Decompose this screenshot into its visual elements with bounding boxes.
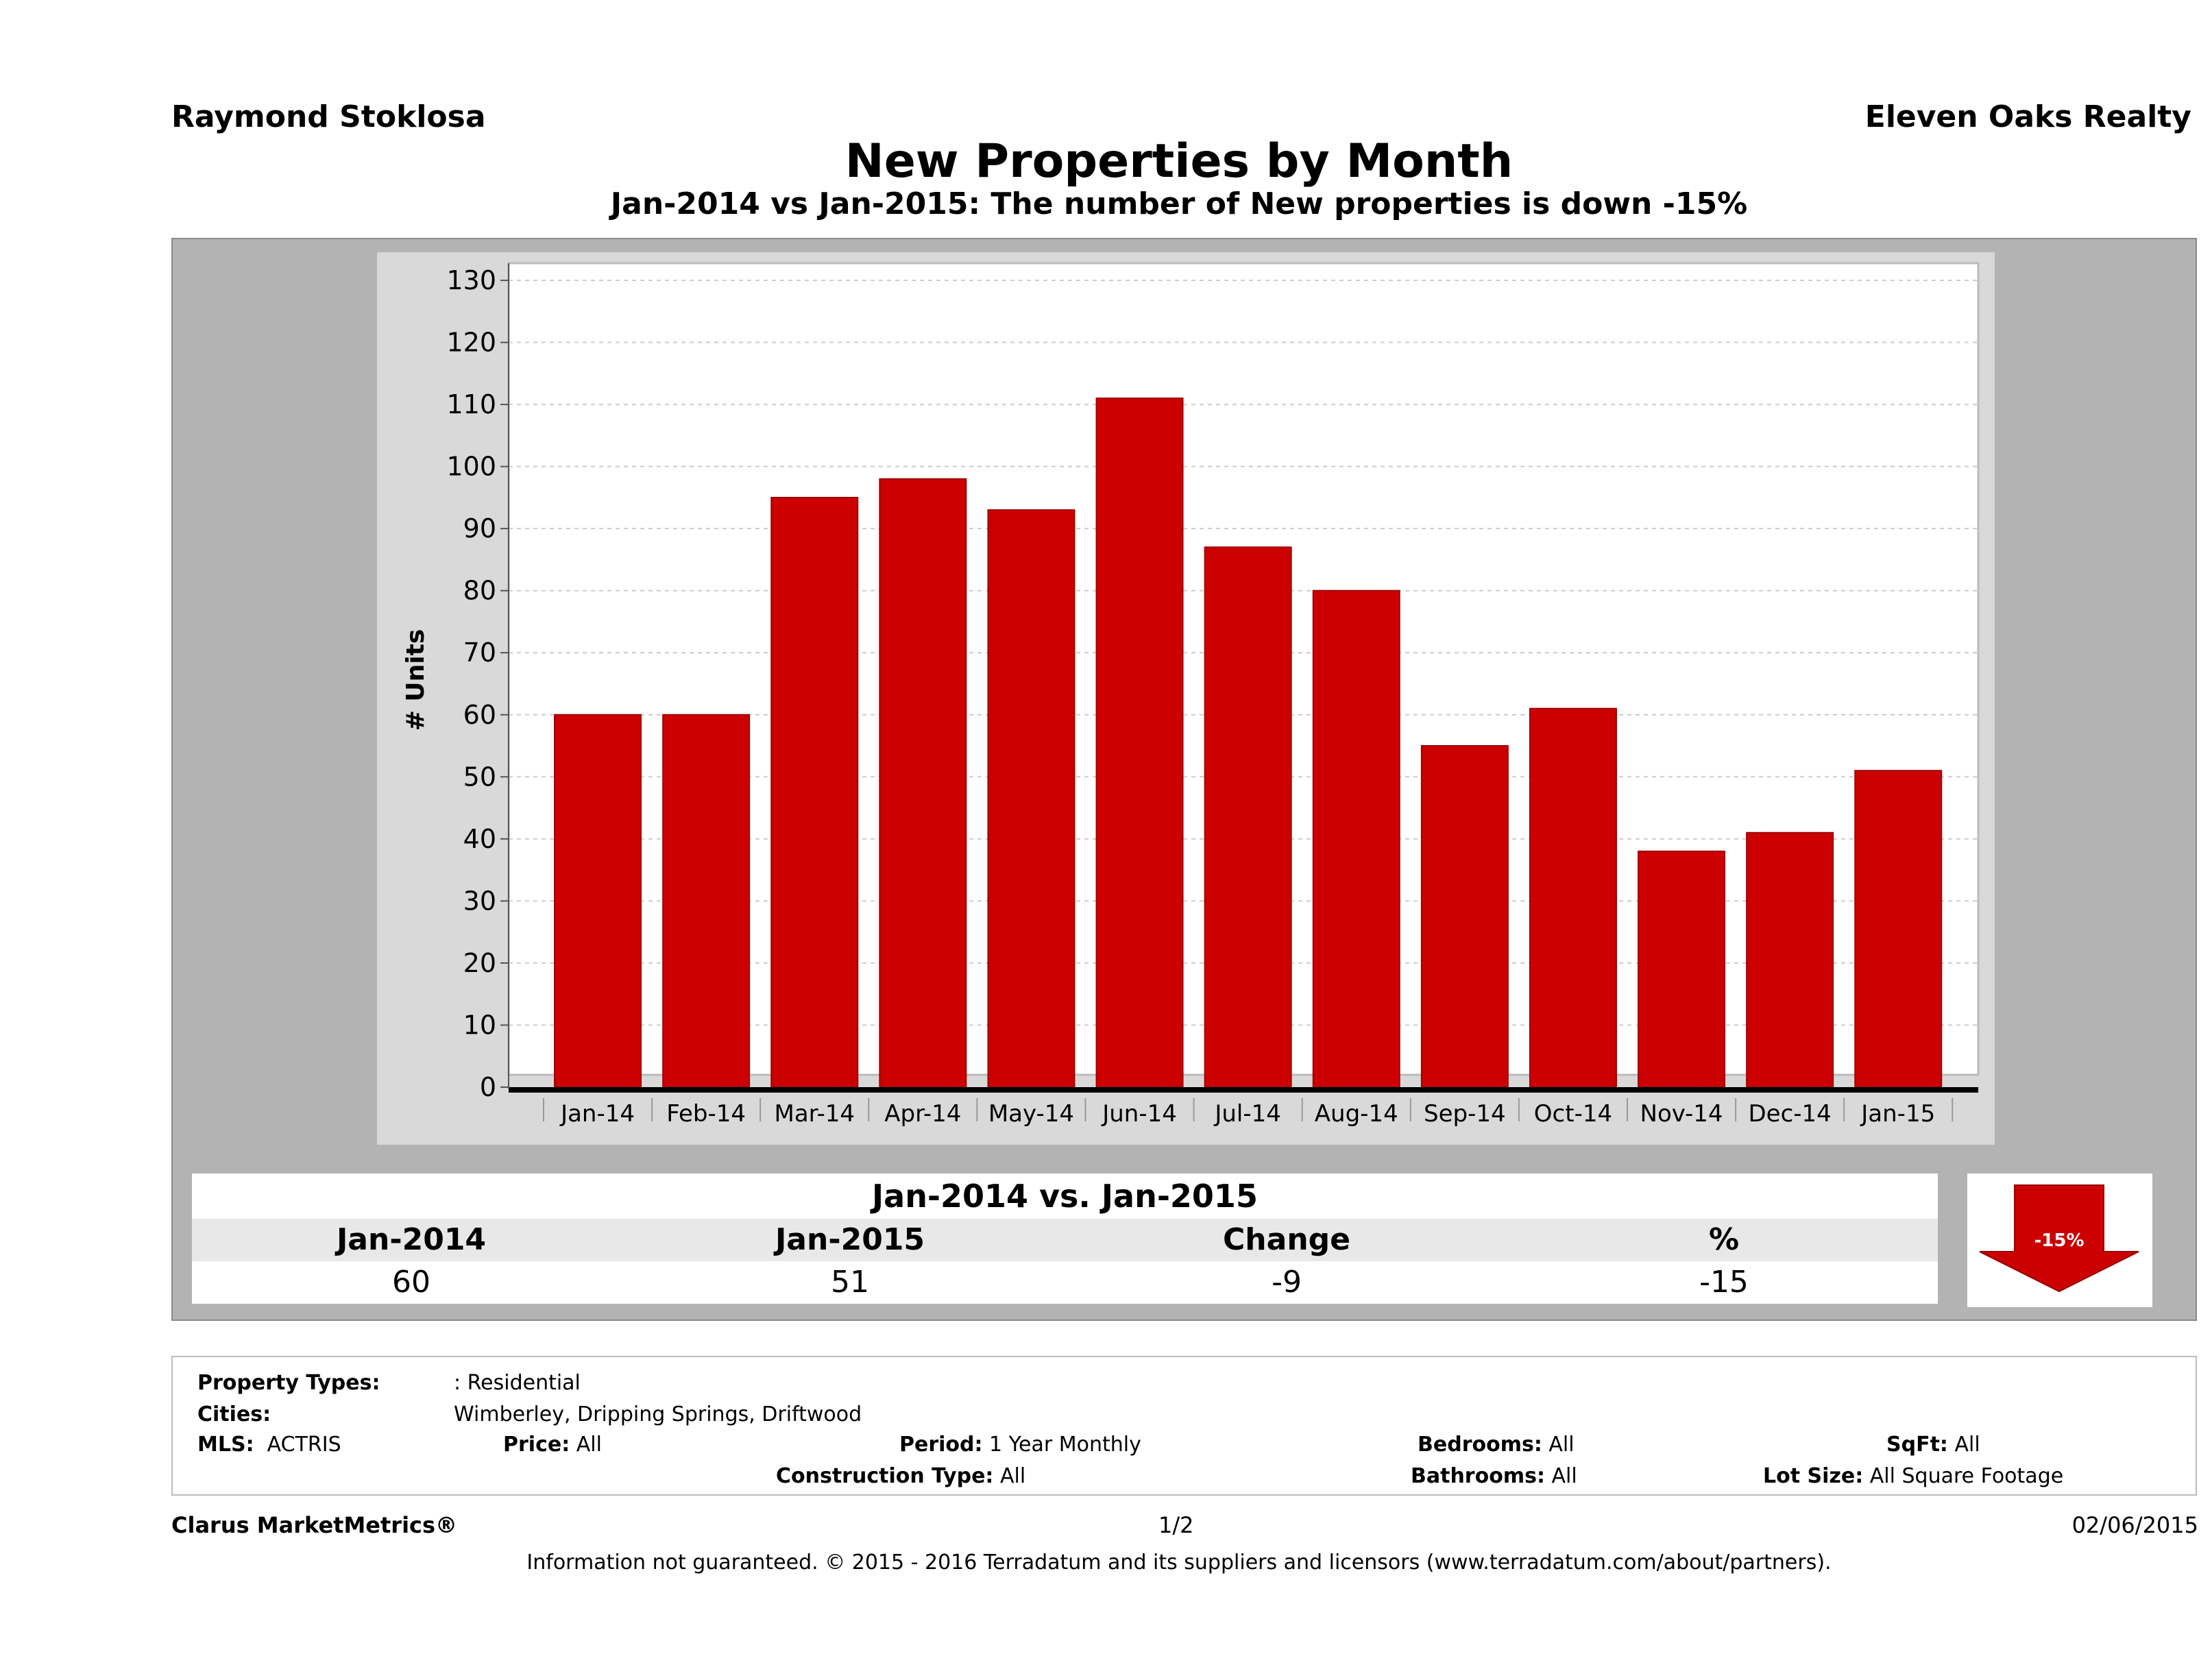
x-tick-label: Sep-14 xyxy=(1424,1100,1506,1128)
bedrooms-value: All xyxy=(1548,1433,1575,1457)
disclaimer: Information not guaranteed. © 2015 - 201… xyxy=(526,1551,1832,1574)
bedrooms-row: Bedrooms: All xyxy=(1418,1433,1575,1457)
x-tick-label: Jan-15 xyxy=(1860,1100,1935,1128)
x-tick-label: Aug-14 xyxy=(1315,1100,1398,1128)
summary-value: 60 xyxy=(392,1265,430,1300)
summary-value: -15 xyxy=(1699,1265,1749,1300)
y-tick-label: 70 xyxy=(463,637,496,668)
bathrooms-value: All xyxy=(1551,1464,1577,1488)
bar-chart: 0 10 20 30 40 50 60 70 80 90 100 110 120 130 Jan-14 Feb… xyxy=(377,252,1995,1145)
x-tick-label: Apr-14 xyxy=(884,1100,961,1128)
x-tick-label: Mar-14 xyxy=(774,1100,855,1128)
cities-value: Wimberley, Dripping Springs, Driftwood xyxy=(454,1402,862,1426)
y-tick-label: 80 xyxy=(463,576,496,606)
y-tick-label: 0 xyxy=(480,1072,496,1102)
period-row: Period: 1 Year Monthly xyxy=(899,1433,1141,1457)
summary-table: Jan-2014 vs. Jan-2015 Jan-2014 Jan-2015 … xyxy=(192,1174,1938,1308)
bar-Aug-14 xyxy=(1312,589,1400,1088)
y-tick-label: 40 xyxy=(463,824,496,854)
summary-value-row: 60 51 -9 -15 xyxy=(192,1261,1938,1304)
property-types-label: Property Types: xyxy=(197,1371,380,1395)
price-label: Price: xyxy=(503,1433,570,1457)
bar-Nov-14 xyxy=(1638,850,1726,1088)
summary-label: Jan-2014 xyxy=(336,1222,487,1257)
change-percent-label: -15% xyxy=(2034,1230,2084,1251)
y-tick-label: 130 xyxy=(446,265,496,295)
mls-row: MLS: ACTRIS xyxy=(197,1433,341,1457)
summary-label: % xyxy=(1708,1222,1740,1257)
cities-label: Cities: xyxy=(197,1402,271,1426)
y-tick-label: 100 xyxy=(446,452,496,482)
summary-label-row: Jan-2014 Jan-2015 Change % xyxy=(192,1219,1938,1261)
bathrooms-row: Bathrooms: All xyxy=(1411,1464,1577,1488)
x-tick-label: Jan-14 xyxy=(559,1100,635,1128)
y-axis-label: # Units xyxy=(402,629,430,731)
x-tick-label: Jun-14 xyxy=(1101,1100,1177,1128)
bathrooms-label: Bathrooms: xyxy=(1411,1464,1545,1488)
summary-label: Jan-2015 xyxy=(775,1222,925,1257)
lotsize-label: Lot Size: xyxy=(1763,1464,1864,1488)
brokerage-name: Eleven Oaks Realty xyxy=(1864,99,2191,134)
sqft-row: SqFt: All xyxy=(1886,1433,1980,1457)
y-tick-label: 60 xyxy=(463,700,496,730)
change-indicator: -15% xyxy=(1967,1174,2152,1307)
page-number: 1/2 xyxy=(1158,1512,1194,1538)
property-types-value: : Residential xyxy=(454,1371,581,1395)
x-tick-label: Feb-14 xyxy=(666,1100,746,1128)
lotsize-value: All Square Footage xyxy=(1869,1464,2064,1488)
bar-Sep-14 xyxy=(1420,745,1509,1088)
bar-Dec-14 xyxy=(1746,831,1834,1088)
period-label: Period: xyxy=(899,1433,983,1457)
mls-value: ACTRIS xyxy=(267,1433,341,1457)
bar-May-14 xyxy=(987,509,1075,1088)
construction-label: Construction Type: xyxy=(776,1464,994,1488)
agent-name: Raymond Stoklosa xyxy=(171,99,486,134)
bar-Jan-14 xyxy=(554,714,642,1088)
construction-value: All xyxy=(999,1464,1026,1488)
bar-Oct-14 xyxy=(1529,707,1617,1088)
filter-criteria: Property Types: : Residential Cities: Wi… xyxy=(171,1356,2197,1496)
y-tick-label: 90 xyxy=(463,513,496,544)
bar-Jan-15 xyxy=(1854,770,1943,1088)
cities-label-text: Cities: xyxy=(197,1402,271,1426)
y-tick-label: 110 xyxy=(446,389,496,420)
construction-row: Construction Type: All xyxy=(776,1464,1025,1488)
x-tick-label: Oct-14 xyxy=(1534,1100,1612,1128)
down-arrow-icon: -15% xyxy=(1979,1184,2139,1293)
bar-Jun-14 xyxy=(1095,398,1184,1088)
mls-label: MLS: xyxy=(197,1433,254,1457)
summary-label: Change xyxy=(1223,1222,1350,1257)
bar-Jul-14 xyxy=(1204,546,1292,1089)
summary-heading: Jan-2014 vs. Jan-2015 xyxy=(192,1174,1938,1219)
footer-brand: Clarus MarketMetrics® xyxy=(171,1512,458,1538)
price-row: Price: All xyxy=(503,1433,602,1457)
bar-Apr-14 xyxy=(879,478,967,1088)
x-tick-label: Jul-14 xyxy=(1213,1100,1281,1128)
x-tick-label: Dec-14 xyxy=(1748,1100,1831,1128)
bar-Mar-14 xyxy=(770,496,859,1088)
y-tick-label: 50 xyxy=(463,762,496,792)
sqft-value: All xyxy=(1954,1433,1980,1457)
y-tick-label: 30 xyxy=(463,886,496,916)
y-tick-label: 20 xyxy=(463,948,496,978)
chart-subtitle: Jan-2014 vs Jan-2015: The number of New … xyxy=(610,186,1748,221)
bar-Feb-14 xyxy=(662,714,751,1088)
sqft-label: SqFt: xyxy=(1886,1433,1948,1457)
x-tick-label: Nov-14 xyxy=(1640,1100,1723,1128)
period-value: 1 Year Monthly xyxy=(989,1433,1141,1457)
summary-value: 51 xyxy=(831,1265,869,1300)
bedrooms-label: Bedrooms: xyxy=(1418,1433,1542,1457)
y-tick-label: 120 xyxy=(446,328,496,358)
summary-value: -9 xyxy=(1272,1265,1302,1300)
property-types-row: Property Types: xyxy=(197,1371,380,1395)
chart-title: New Properties by Month xyxy=(844,134,1514,189)
report-date: 02/06/2015 xyxy=(2071,1512,2198,1538)
x-tick-label: May-14 xyxy=(988,1100,1074,1128)
price-value: All xyxy=(576,1433,602,1457)
lotsize-row: Lot Size: All Square Footage xyxy=(1763,1464,2063,1488)
y-tick-label: 10 xyxy=(463,1010,496,1040)
